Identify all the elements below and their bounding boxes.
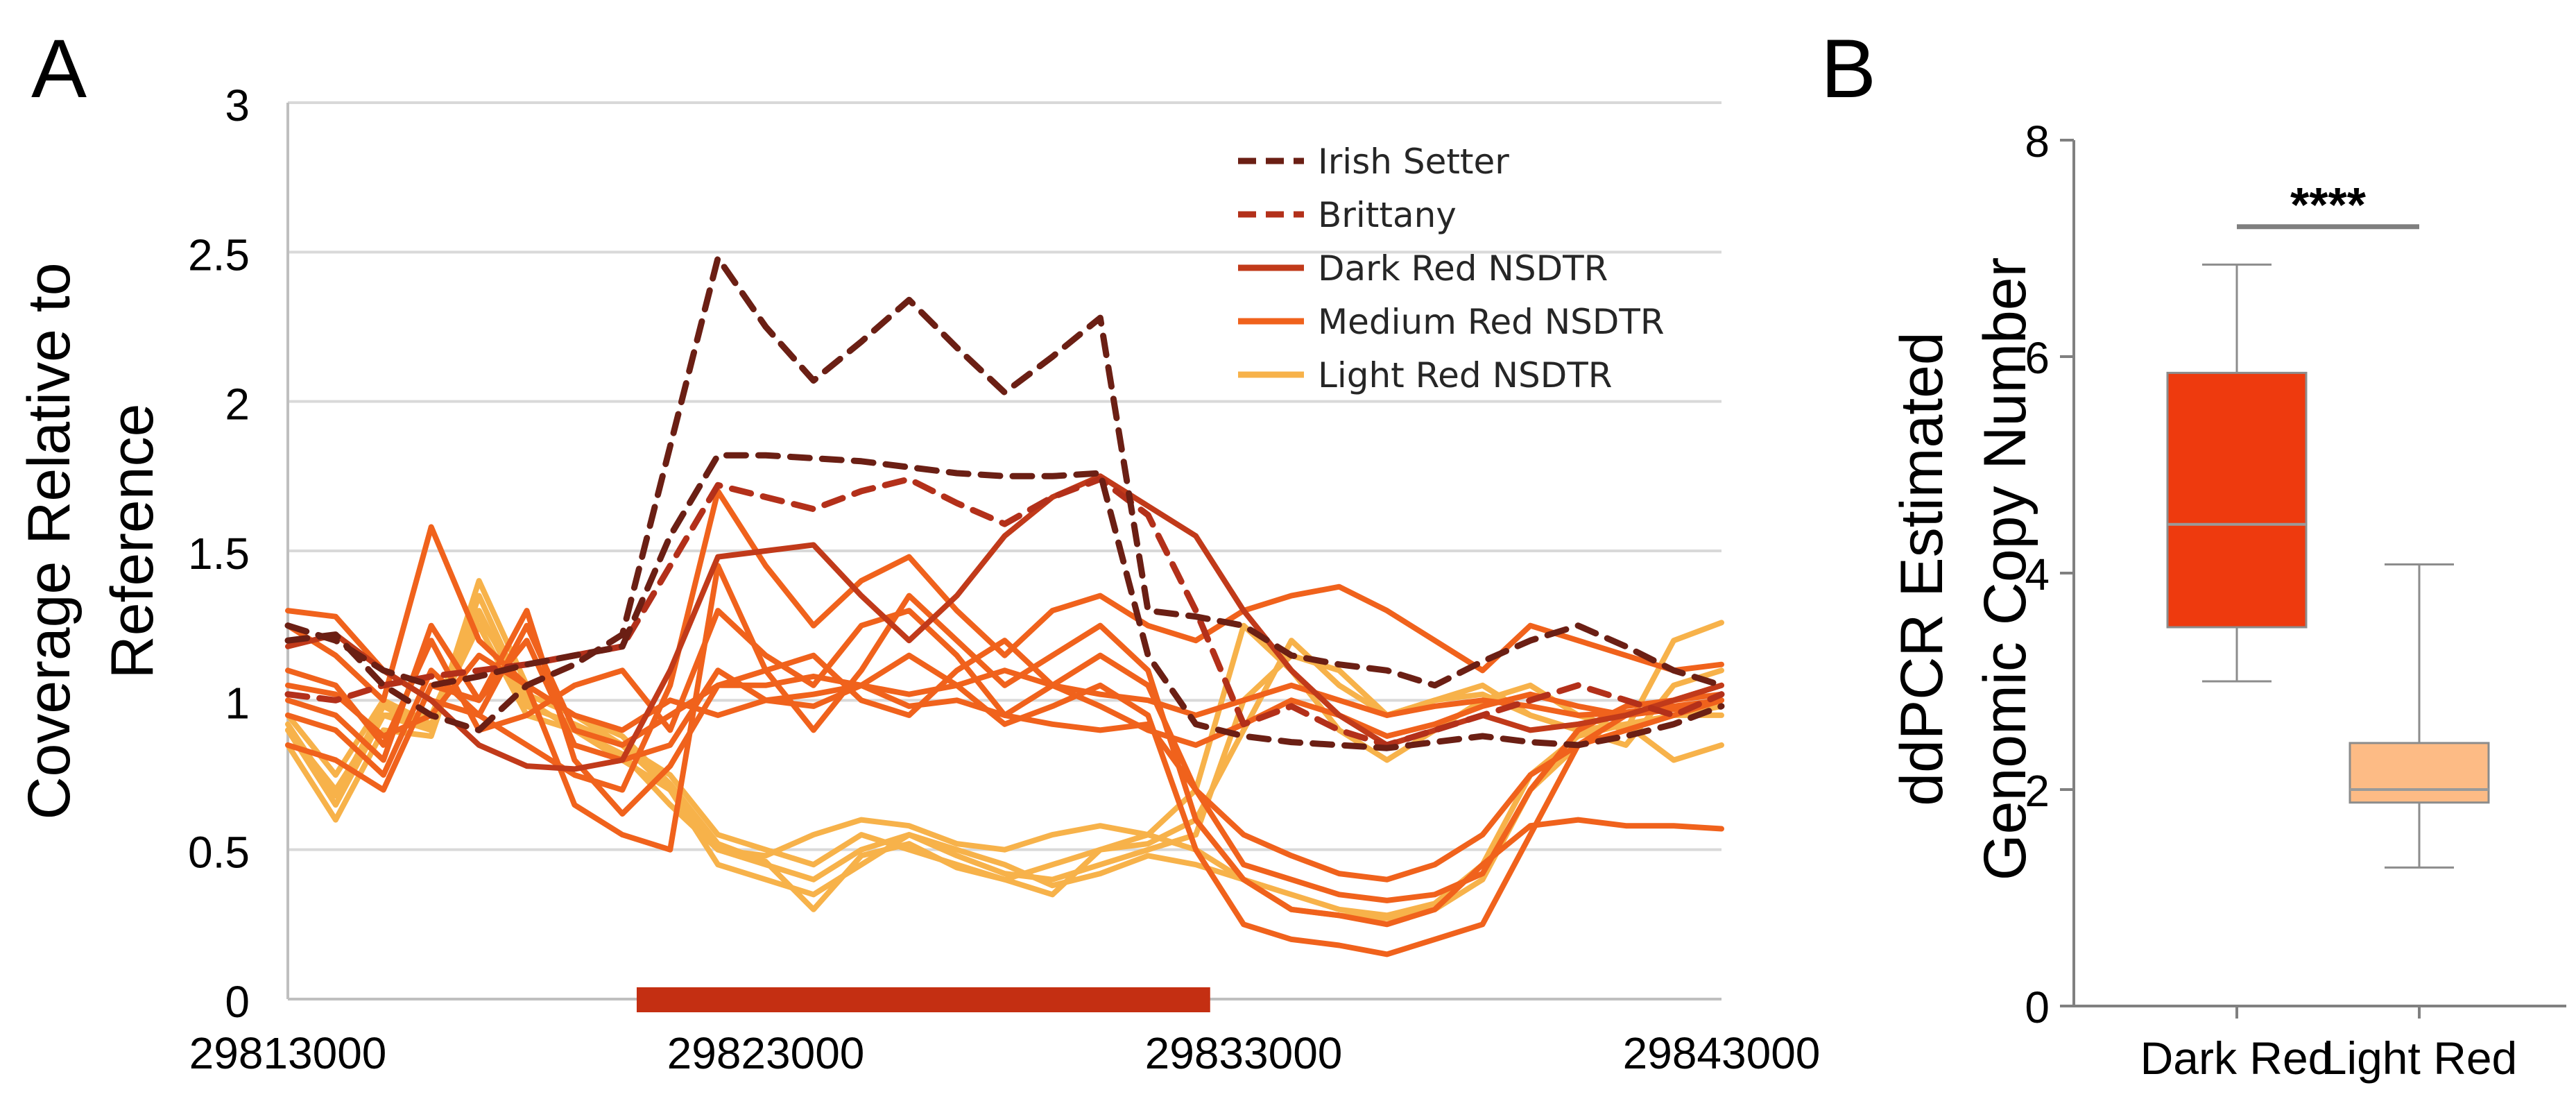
y-tick-label: 1.5	[188, 529, 250, 579]
y-tick-label: 1	[225, 678, 250, 728]
box-iqr	[2166, 371, 2308, 629]
legend-label: Medium Red NSDTR	[1318, 302, 1665, 342]
series-line-irish-setter	[284, 452, 1725, 751]
panel-a-series-lines	[284, 255, 1725, 957]
y-tick-label: 2	[2025, 766, 2050, 816]
panel-a-label: A	[31, 22, 87, 115]
y-tick-label: 0	[225, 977, 250, 1027]
x-tick-label: 29823000	[667, 1028, 865, 1078]
y-tick-label: 3	[225, 80, 250, 130]
y-tick-label: 0.5	[188, 828, 250, 878]
panel-b-label: B	[1821, 22, 1876, 115]
y-tick-label: 0	[2025, 982, 2050, 1032]
x-tick-label: Light Red	[2321, 1032, 2518, 1084]
series-line-medium-red	[285, 622, 1724, 957]
panel-b-y-axis-label-line2: Genomic Copy Number	[1972, 257, 2038, 881]
panel-b-y-tick-labels: 0 2 4 6 8	[2025, 117, 2074, 1032]
significance-label: ****	[2290, 178, 2367, 232]
panel-a-y-axis-label-line2: Reference	[99, 404, 166, 679]
panel-b-y-axis-label-line1: ddPCR Estimated	[1889, 332, 1955, 806]
y-tick-label: 8	[2025, 117, 2050, 167]
panel-a-y-axis-label-line1: Coverage Relative to	[16, 262, 83, 819]
series-line-irish-setter	[284, 255, 1725, 733]
legend-label: Dark Red NSDTR	[1318, 248, 1608, 289]
y-tick-label: 2.5	[188, 230, 250, 280]
x-tick-label: 29843000	[1623, 1028, 1821, 1078]
series-line-light-red	[285, 613, 1724, 912]
panel-b-axes	[2072, 140, 2566, 1007]
panel-a-line-chart: A 0 0.5 1 1.5 2 2.5 3 29813000 29823000 29833000…	[16, 22, 1820, 1078]
legend-label: Light Red NSDTR	[1318, 355, 1613, 395]
x-tick-label: Dark Red	[2140, 1032, 2334, 1084]
series-line-medium-red	[285, 608, 1724, 817]
panel-a-x-tick-labels: 29813000 29823000 29833000 29843000	[189, 1028, 1821, 1078]
y-tick-label: 6	[2025, 333, 2050, 383]
panel-a-cnv-region-bar	[636, 987, 1210, 1012]
x-tick-label: 29833000	[1145, 1028, 1343, 1078]
legend-label: Irish Setter	[1318, 142, 1509, 182]
legend-label: Brittany	[1318, 195, 1457, 235]
box-iqr	[2349, 742, 2490, 804]
y-tick-label: 2	[225, 380, 250, 429]
panel-b-boxes	[2166, 263, 2490, 869]
cnv-region-bar	[636, 987, 1210, 1012]
y-tick-label: 4	[2025, 550, 2050, 599]
series-line-medium-red	[285, 622, 1724, 778]
series-line-light-red	[285, 608, 1724, 921]
panel-b-significance: ****	[2237, 178, 2419, 232]
panel-a-legend: Irish Setter Brittany Dark Red NSDTR Medium…	[1238, 142, 1665, 395]
x-tick-label: 29813000	[189, 1028, 387, 1078]
series-line-medium-red	[285, 488, 1724, 793]
panel-a-y-tick-labels: 0 0.5 1 1.5 2 2.5 3	[188, 80, 250, 1027]
